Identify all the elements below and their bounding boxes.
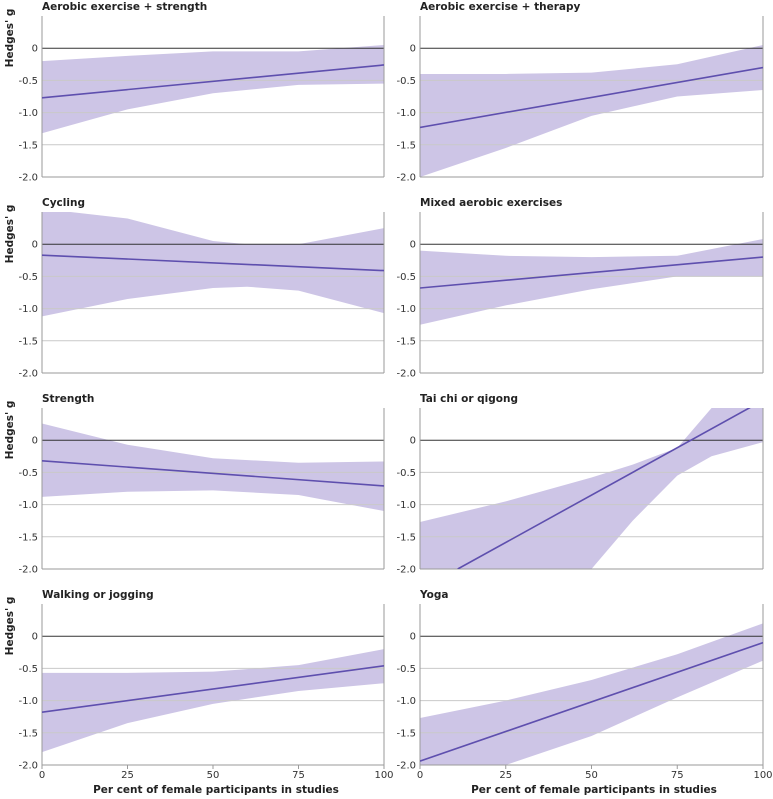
y-tick-label: -2.0 <box>18 565 38 576</box>
y-tick-label: -1.0 <box>18 696 38 707</box>
y-tick-label: -1.0 <box>18 108 38 119</box>
panel: Strength Hedges' g 0 -0.5 -1.0 -1.5 -2.0 <box>4 393 385 576</box>
y-tick-label: -2.0 <box>18 369 38 380</box>
y-tick-label: -1.5 <box>18 532 38 543</box>
panel: Tai chi or qigong 0 -0.5 -1.0 -1.5 -2.0 <box>396 393 764 576</box>
y-axis-label: Hedges' g <box>4 9 16 68</box>
panel: Aerobic exercise + therapy 0 -0.5 -1.0 -1.5 -… <box>396 1 764 184</box>
y-tick-label: 0 <box>410 240 416 251</box>
regression-line <box>42 254 384 272</box>
y-tick-label: -0.5 <box>18 272 38 283</box>
confidence-band <box>42 212 384 317</box>
regression-line <box>420 641 763 762</box>
y-tick-label: 0 <box>32 240 38 251</box>
y-tick-label: -2.0 <box>396 565 416 576</box>
panel-title: Aerobic exercise + therapy <box>420 1 581 13</box>
y-axis-label: Hedges' g <box>4 205 16 264</box>
confidence-band <box>420 408 763 569</box>
panel: Walking or jogging Hedges' g 0 -0.5 -1.0 -1.5… <box>4 589 394 781</box>
regression-line <box>420 256 763 289</box>
x-tick-label: 0 <box>417 770 423 781</box>
regression-line <box>42 64 384 99</box>
x-tick-label: 100 <box>374 770 393 781</box>
y-tick-label: -2.0 <box>18 173 38 184</box>
y-tick-label: -0.5 <box>396 76 416 87</box>
y-tick-label: -0.5 <box>18 76 38 87</box>
y-tick-label: -0.5 <box>396 272 416 283</box>
y-tick-label: -1.5 <box>396 728 416 739</box>
y-tick-label: -1.0 <box>396 696 416 707</box>
x-tick-label: 0 <box>39 770 45 781</box>
confidence-band <box>420 44 763 177</box>
regression-line <box>420 66 763 129</box>
y-tick-label: -1.5 <box>18 728 38 739</box>
x-axis-label-right: Per cent of female participants in studi… <box>471 784 717 796</box>
y-tick-label: -0.5 <box>18 468 38 479</box>
y-tick-label: -1.5 <box>396 336 416 347</box>
y-axis-label: Hedges' g <box>4 597 16 656</box>
x-tick-label: 25 <box>499 770 512 781</box>
panel-title: Aerobic exercise + strength <box>42 1 207 13</box>
y-tick-label: 0 <box>32 436 38 447</box>
x-tick-label: 75 <box>671 770 684 781</box>
y-tick-label: -2.0 <box>396 761 416 772</box>
y-tick-label: -1.5 <box>396 532 416 543</box>
y-tick-label: -1.5 <box>18 140 38 151</box>
y-tick-label: -1.0 <box>396 304 416 315</box>
regression-line <box>42 460 384 487</box>
regression-line <box>42 665 384 713</box>
y-tick-label: 0 <box>32 44 38 55</box>
y-tick-label: -2.0 <box>396 369 416 380</box>
y-tick-label: -0.5 <box>18 664 38 675</box>
panel-title: Yoga <box>419 589 448 601</box>
y-tick-label: -1.5 <box>396 140 416 151</box>
y-tick-label: -2.0 <box>396 173 416 184</box>
panel: Aerobic exercise + strength Hedges' g 0 -0.… <box>4 1 385 184</box>
x-tick-label: 50 <box>207 770 220 781</box>
y-tick-label: -2.0 <box>18 761 38 772</box>
x-tick-label: 50 <box>585 770 598 781</box>
y-tick-label: -1.0 <box>18 500 38 511</box>
x-tick-label: 25 <box>121 770 134 781</box>
y-tick-label: -0.5 <box>396 468 416 479</box>
confidence-band <box>420 239 763 325</box>
y-tick-label: 0 <box>410 44 416 55</box>
x-axis-label-left: Per cent of female participants in studi… <box>93 784 339 796</box>
y-tick-label: -0.5 <box>396 664 416 675</box>
x-tick-label: 75 <box>292 770 305 781</box>
panel-title: Strength <box>42 393 94 405</box>
y-axis-label: Hedges' g <box>4 401 16 460</box>
panel: Cycling Hedges' g 0 -0.5 -1.0 -1.5 -2.0 <box>4 197 385 380</box>
y-tick-label: 0 <box>32 632 38 643</box>
y-tick-label: -1.0 <box>18 304 38 315</box>
y-tick-label: -1.0 <box>396 500 416 511</box>
y-tick-label: 0 <box>410 436 416 447</box>
y-tick-label: -1.0 <box>396 108 416 119</box>
panel-title: Cycling <box>42 197 85 209</box>
panel: Mixed aerobic exercises 0 -0.5 -1.0 -1.5 -2.0 <box>396 197 764 380</box>
regression-line <box>457 408 751 569</box>
confidence-band <box>420 623 763 765</box>
confidence-band <box>42 423 384 512</box>
panel-title: Walking or jogging <box>42 589 154 601</box>
y-tick-label: -1.5 <box>18 336 38 347</box>
x-tick-label: 100 <box>753 770 772 781</box>
confidence-band <box>42 44 384 134</box>
y-tick-label: 0 <box>410 632 416 643</box>
panel-title: Mixed aerobic exercises <box>420 197 562 209</box>
panel-title: Tai chi or qigong <box>420 393 518 405</box>
